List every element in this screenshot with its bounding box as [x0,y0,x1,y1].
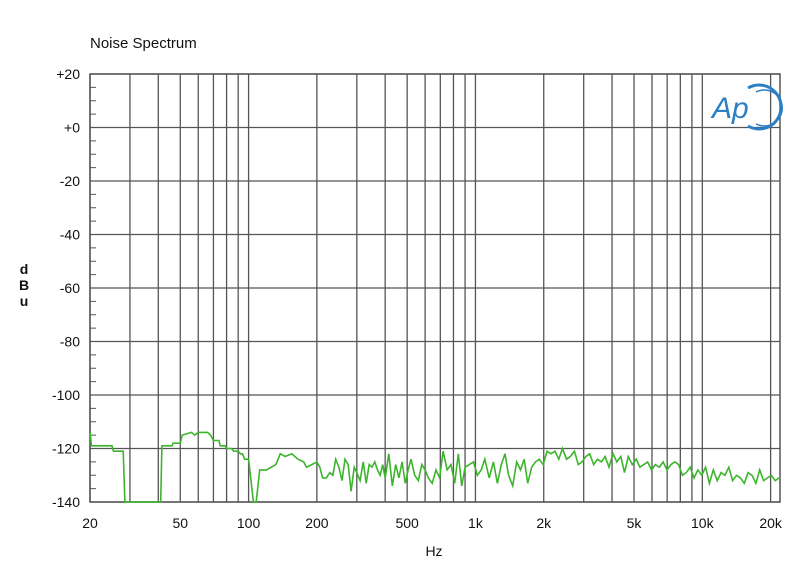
y-tick-label: +20 [56,66,80,82]
x-tick-label: 1k [468,515,484,531]
y-tick-label: -120 [52,441,80,457]
x-tick-label: 200 [305,515,329,531]
x-tick-label: 20k [759,515,783,531]
x-tick-label: 2k [536,515,552,531]
y-minor-ticks [90,86,96,490]
y-axis-label-letter: u [20,293,29,309]
x-tick-label: 5k [627,515,643,531]
y-axis-label-letter: d [20,261,29,277]
x-tick-label: 50 [172,515,188,531]
x-tick-labels: 20 50 100 200 500 1k 2k 5k 10k 20k [82,515,783,531]
y-axis-label-letter: B [19,277,29,293]
x-axis-label: Hz [425,543,442,559]
y-tick-label: -100 [52,387,80,403]
ap-logo-text: Ap [710,92,749,125]
plot-frame [89,73,781,503]
x-tick-label: 500 [395,515,419,531]
y-tick-label: -140 [52,494,80,510]
chart-title: Noise Spectrum [90,35,197,52]
x-tick-label: 10k [691,515,715,531]
plot-border [89,73,781,503]
noise-spectrum-line [89,431,780,503]
y-tick-labels: +20 +0 -20 -40 -60 -80 -100 -120 -140 [52,66,80,510]
y-tick-label: -80 [60,334,80,350]
ap-logo: Ap [710,83,783,131]
x-tick-label: 20 [82,515,98,531]
y-tick-label: +0 [64,120,80,136]
grid-lines [89,73,780,503]
y-axis-label: dBu [19,261,29,309]
y-tick-label: -20 [60,173,80,189]
x-tick-label: 100 [237,515,261,531]
y-tick-label: -40 [60,227,80,243]
y-tick-label: -60 [60,280,80,296]
